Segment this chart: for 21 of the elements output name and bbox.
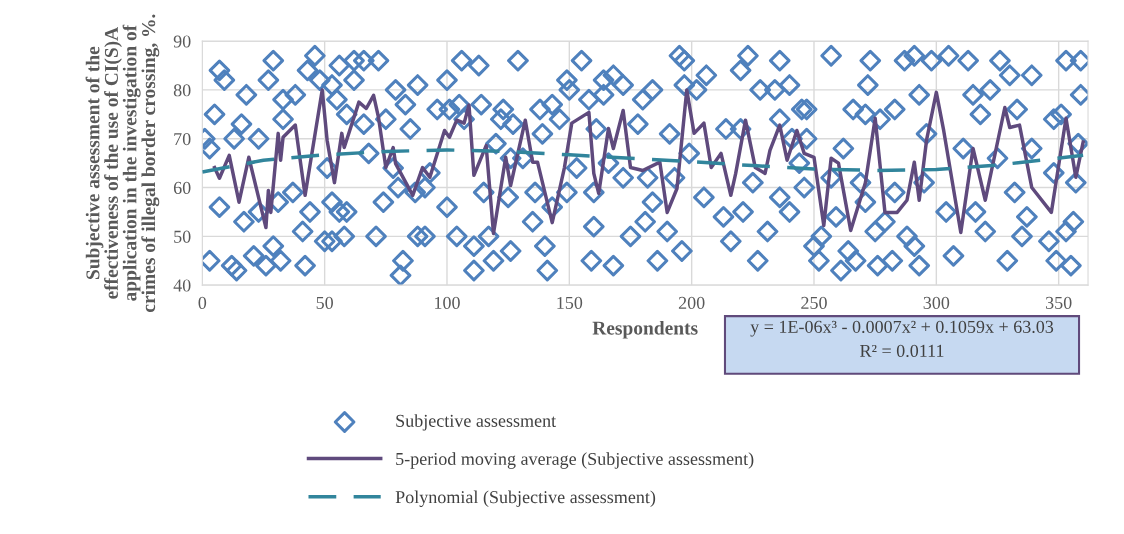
x-tick-label: 150 [557, 296, 583, 309]
text: R² = 0.0111 [860, 344, 944, 358]
x-tick-label: 0 [198, 296, 207, 309]
x-tick-label: 100 [435, 296, 460, 309]
x-tick-label: 50 [316, 296, 333, 309]
legend-label: 5-period moving average (Subjective assessment) [396, 452, 754, 469]
y-axis-title: Subjective assessment of the effectiveness of the use of CI(S)A application in the investigation of crimes of illegal border crossing, %. [85, 14, 160, 312]
y-tick-label: 40 [173, 279, 191, 292]
x-tick-label: 350 [1045, 296, 1072, 309]
text: y = 1E-06x³ - 0.0007x² + 0.1059x + 63.03 [750, 320, 1054, 337]
y-tick-label: 50 [174, 230, 191, 243]
x-axis-title: Respondents [592, 320, 698, 339]
legend-label: Polynomial (Subjective assessment) [395, 490, 656, 507]
x-tick-label: 200 [678, 296, 705, 309]
y-tick-label: 90 [173, 35, 191, 48]
y-tick-label: 80 [173, 84, 191, 97]
x-tick-label: 250 [801, 296, 827, 309]
y-tick-label: 70 [174, 132, 191, 146]
y-tick-label: 60 [173, 181, 191, 194]
x-tick-label: 300 [923, 296, 950, 309]
legend-label: Subjective assessment [396, 414, 557, 431]
